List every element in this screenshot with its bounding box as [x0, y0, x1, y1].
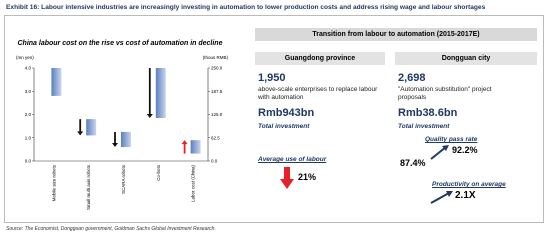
- yticks-label: 4.0: [25, 66, 32, 71]
- frame: [4, 15, 544, 223]
- y2ticks-label: 62.5: [211, 135, 220, 140]
- y2ticks-label: 187.5: [211, 89, 223, 94]
- y2ticks-label: 0.0: [211, 159, 218, 164]
- left-investment: Rmb943bn: [258, 107, 315, 119]
- chart: China labour cost on the rise vs cost of…: [16, 40, 229, 210]
- productivity-arrow: [430, 191, 453, 204]
- panel-title: Transition from labour to automation (20…: [255, 28, 537, 41]
- x-tick-label: Mobile size robots: [51, 164, 56, 201]
- left-heading: Guangdong province: [255, 52, 385, 65]
- quality-after: 92.2%: [452, 145, 478, 155]
- yticks-label: 2.0: [25, 112, 32, 117]
- y2-axis-label: (thous RMB): [203, 55, 229, 60]
- right-heading: Dongguan city: [395, 52, 537, 65]
- bar: [121, 131, 131, 148]
- left-investment-label: Total investment: [258, 123, 310, 130]
- y2ticks-label: 125.0: [211, 112, 223, 117]
- productivity-label: Productivity on average: [432, 181, 506, 188]
- chart-title: China labour cost on the rise vs cost of…: [18, 40, 223, 47]
- right-count: 2,698: [398, 72, 426, 84]
- arrow-head: [146, 113, 153, 118]
- yticks-label: 1.0: [25, 135, 32, 140]
- left-count-text: above-scale enterprises to replace labou…: [258, 86, 378, 101]
- yticks-label: 3.0: [25, 89, 32, 94]
- quality-arrow: [430, 145, 449, 160]
- right-count-text: "Automation substitution" project propos…: [398, 86, 492, 101]
- arrow-head: [181, 140, 188, 145]
- quality-before: 87.4%: [400, 158, 426, 168]
- labour-change: 21%: [298, 172, 317, 182]
- productivity: 2.1X: [455, 190, 476, 201]
- x-tick-label: Co-bots: [156, 164, 161, 181]
- arrow-head: [77, 131, 84, 136]
- bar: [51, 68, 62, 96]
- page-body: Exhibit 16: Labour intensive industries …: [4, 4, 544, 232]
- right-investment: Rmb38.6bn: [398, 107, 458, 119]
- source: Source: The Economist, Dongguan governme…: [6, 226, 216, 232]
- x-tick-label: Small multi axis robots: [86, 164, 91, 210]
- down-arrow: [280, 167, 294, 189]
- right-investment-label: Total investment: [398, 123, 450, 130]
- bar: [155, 68, 166, 118]
- x-tick-label: SCARA robots: [121, 164, 126, 194]
- exhibit-title: Exhibit 16: Labour intensive industries …: [6, 4, 486, 11]
- bar: [190, 140, 201, 154]
- x-tick-label: Labor cost (China): [191, 165, 196, 203]
- arrow-head: [112, 143, 118, 148]
- yticks-label: 0.0: [25, 159, 32, 164]
- bar: [86, 119, 97, 136]
- y2ticks-label: 250.0: [211, 66, 223, 71]
- y-axis-label: (mn yen): [16, 55, 34, 60]
- quality-label: Quality pass rate: [425, 136, 478, 143]
- labour-label: Average use of labour: [258, 156, 327, 163]
- left-count: 1,950: [258, 72, 286, 84]
- page: {"header":{"title":"Exhibit 16: Labour i…: [4, 4, 544, 232]
